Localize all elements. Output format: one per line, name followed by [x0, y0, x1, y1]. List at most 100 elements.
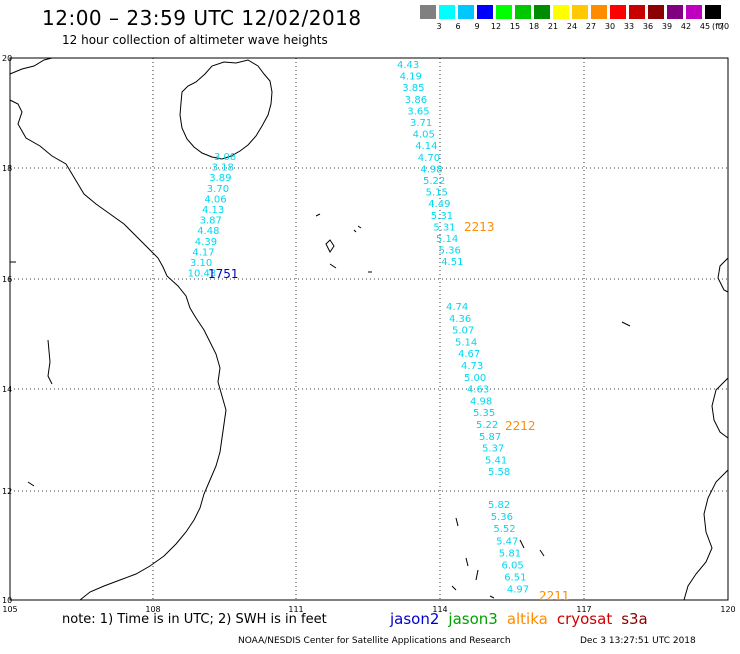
pass-time-label: 2212 — [505, 419, 536, 433]
pass-time-label: 2213 — [464, 220, 495, 234]
lon-tick-label: 117 — [576, 605, 591, 614]
page-subtitle: 12 hour collection of altimeter wave hei… — [62, 33, 328, 47]
paracel-2 — [325, 239, 335, 253]
legend-label: 3 — [436, 22, 442, 31]
satellite-name: jason3 — [448, 610, 498, 628]
spratly-1 — [451, 517, 495, 599]
legend-swatch — [477, 5, 494, 19]
satellite-name: altika — [506, 610, 548, 628]
legend-swatch — [686, 5, 703, 19]
wave-height-value: 5.36 — [439, 246, 461, 257]
wave-height-value: 5.47 — [496, 536, 518, 547]
legend-swatch — [629, 5, 646, 19]
lat-tick-label: 16 — [2, 275, 12, 284]
legend-swatch — [572, 5, 589, 19]
spratly-2 — [519, 539, 545, 557]
island-small-2 — [27, 481, 35, 487]
lat-tick-label: 12 — [2, 487, 12, 496]
wave-height-value: 3.86 — [405, 95, 427, 106]
philippines-coast — [683, 257, 729, 601]
legend-label: 70 — [718, 22, 730, 31]
legend-label: 21 — [547, 22, 559, 31]
legend-label: 9 — [474, 22, 480, 31]
island-small-1 — [47, 339, 53, 385]
wave-height-value: 3.10 — [190, 258, 212, 269]
wave-height-value: 5.14 — [436, 234, 458, 245]
legend-swatch — [420, 5, 437, 19]
pass-track: 4.744.365.075.144.674.735.004.634.985.35… — [446, 302, 536, 478]
wave-height-value: 10.43 — [188, 269, 217, 280]
wave-height-value: 4.14 — [415, 141, 437, 152]
wave-height-value: 5.35 — [473, 408, 495, 419]
pass-track: 5.825.365.525.475.81 6.056.514.97 2211 — [488, 500, 570, 603]
wave-height-value: 5.31 — [431, 211, 453, 222]
wave-height-value: 5.00 — [464, 373, 486, 384]
legend-swatch — [553, 5, 570, 19]
generated-timestamp: Dec 3 13:27:51 UTC 2018 — [580, 636, 696, 646]
wave-height-value: 6.05 — [502, 561, 524, 572]
lon-tick-label: 120 — [720, 605, 735, 614]
wave-height-value: 4.05 — [413, 130, 435, 141]
legend-label: 39 — [661, 22, 673, 31]
paracel-1 — [315, 213, 321, 217]
wave-height-value: 5.37 — [482, 444, 504, 455]
legend-swatch — [439, 5, 456, 19]
wave-height-value: 5.87 — [479, 432, 501, 443]
wave-height-value: 4.06 — [204, 194, 226, 205]
wave-height-value: 4.73 — [461, 361, 483, 372]
legend-label: 36 — [642, 22, 654, 31]
satellite-name: jason2 — [390, 610, 440, 628]
wave-height-value: 5.14 — [455, 337, 477, 348]
color-legend: 3 6 9 12 15 18 21 24 27 30 33 36 39 42 45 70 (ft) — [420, 5, 729, 35]
wave-height-value: 3.08 — [214, 152, 236, 163]
legend-label: 12 — [490, 22, 502, 31]
wave-height-value: 5.82 — [488, 500, 510, 511]
mainland-coast — [9, 57, 227, 601]
wave-height-value: 6.51 — [504, 573, 526, 584]
satellite-name: s3a — [621, 610, 648, 628]
legend-unit: (ft) — [712, 22, 725, 31]
wave-height-value: 4.98 — [470, 396, 492, 407]
wave-height-value: 3.89 — [209, 173, 231, 184]
legend-swatch — [515, 5, 532, 19]
pass-time-label: 2211 — [539, 589, 570, 603]
legend-swatch — [458, 5, 475, 19]
legend-label: 42 — [680, 22, 692, 31]
paracel-4 — [329, 263, 337, 269]
legend-swatch — [591, 5, 608, 19]
wave-height-value: 3.87 — [200, 216, 222, 227]
altimeter-passes: 3.083.183.893.704.064.133.874.484.394.17… — [188, 60, 570, 603]
map-frame — [9, 57, 729, 601]
hainan-coast — [179, 59, 273, 160]
wave-height-value: 5.15 — [426, 188, 448, 199]
legend-label: 15 — [509, 22, 521, 31]
wave-height-value: 4.43 — [397, 60, 419, 71]
wave-height-value: 5.31 — [433, 222, 455, 233]
axis-tick-labels: 105 108 111 114 117 120 20 18 16 14 12 10 — [2, 54, 736, 614]
pass-time-label: 1751 — [208, 267, 239, 281]
wave-height-value: 4.51 — [441, 257, 463, 268]
wave-height-value: 3.71 — [410, 118, 432, 129]
wave-height-value: 5.22 — [476, 420, 498, 431]
wave-height-value: 4.97 — [507, 585, 529, 596]
legend-swatch — [648, 5, 665, 19]
wave-height-value: 5.07 — [452, 326, 474, 337]
lon-tick-label: 114 — [432, 605, 447, 614]
legend-label: 24 — [566, 22, 578, 31]
satellite-legend: jason2 jason3 altika cryosat s3a — [390, 610, 657, 628]
pass-track: 4.434.193.853.863.653.714.054.144.704.98… — [397, 60, 495, 268]
wave-height-value: 4.36 — [449, 314, 471, 325]
philippines-island — [621, 321, 631, 327]
wave-height-value: 3.18 — [212, 163, 234, 174]
wave-height-value: 3.70 — [207, 184, 229, 195]
wave-height-value: 4.98 — [420, 164, 442, 175]
lon-tick-label: 111 — [288, 605, 303, 614]
legend-label: 30 — [604, 22, 616, 31]
wave-height-value: 5.52 — [493, 524, 515, 535]
wave-height-value: 4.13 — [202, 205, 224, 216]
legend-label: 27 — [585, 22, 597, 31]
wave-height-value: 4.48 — [197, 226, 219, 237]
wave-height-value: 5.58 — [488, 467, 510, 478]
lat-tick-label: 18 — [2, 164, 12, 173]
footer-note: note: 1) Time is in UTC; 2) SWH is in fe… — [62, 612, 327, 627]
